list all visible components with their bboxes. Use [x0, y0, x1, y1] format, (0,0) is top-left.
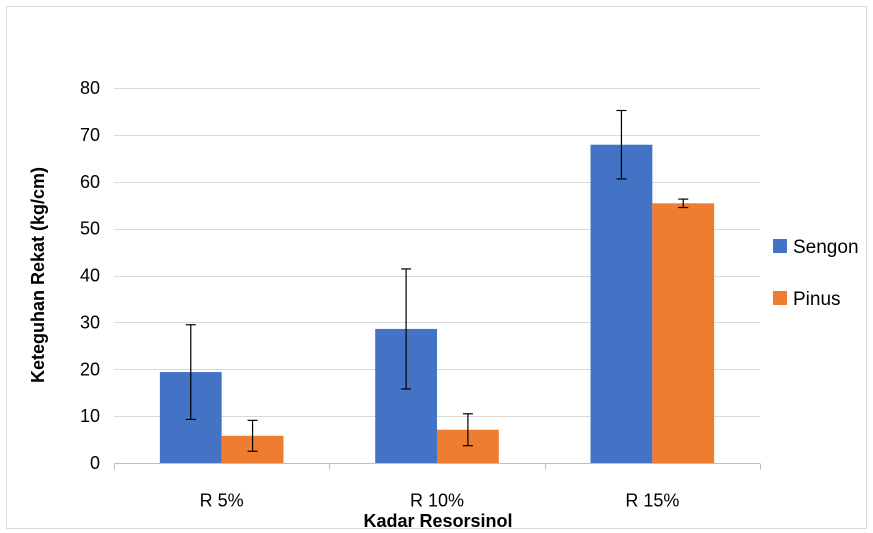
x-tick-label: R 5% — [200, 491, 244, 511]
y-tick-label: 70 — [80, 125, 100, 145]
error-bar-pinus-2 — [462, 413, 473, 447]
y-tick-label: 20 — [80, 359, 100, 379]
x-tick-label: R 10% — [410, 491, 464, 511]
x-axis-title: Kadar Resorsinol — [363, 511, 512, 531]
x-tick-label: R 15% — [625, 491, 679, 511]
bar-pinus-3 — [652, 203, 715, 463]
axes — [114, 463, 761, 470]
legend-swatch-sengon — [773, 239, 787, 253]
error-bar-pinus-1 — [247, 419, 258, 452]
error-bar-sengon-3 — [616, 109, 627, 180]
bar-sengon-3 — [590, 144, 653, 463]
legend-label-pinus: Pinus — [793, 289, 841, 310]
tick-labels: 0 10 20 30 40 50 60 70 80 R 5% R 10% R 15% — [80, 78, 679, 511]
y-axis-title: Keteguhan Rekat (kg/cm) — [28, 167, 48, 383]
y-tick-label: 30 — [80, 312, 100, 332]
error-bars — [185, 109, 689, 452]
error-bar-sengon-2 — [401, 268, 412, 390]
y-tick-label: 0 — [90, 453, 100, 473]
y-tick-label: 50 — [80, 219, 100, 239]
legend-label-sengon: Sengon — [793, 237, 859, 258]
y-tick-label: 10 — [80, 406, 100, 426]
legend: Sengon Pinus — [773, 237, 859, 310]
error-bar-sengon-1 — [185, 324, 196, 421]
error-bar-pinus-3 — [678, 198, 689, 209]
y-tick-label: 80 — [80, 78, 100, 98]
y-tick-label: 60 — [80, 172, 100, 192]
y-tick-label: 40 — [80, 266, 100, 286]
legend-swatch-pinus — [773, 291, 787, 305]
